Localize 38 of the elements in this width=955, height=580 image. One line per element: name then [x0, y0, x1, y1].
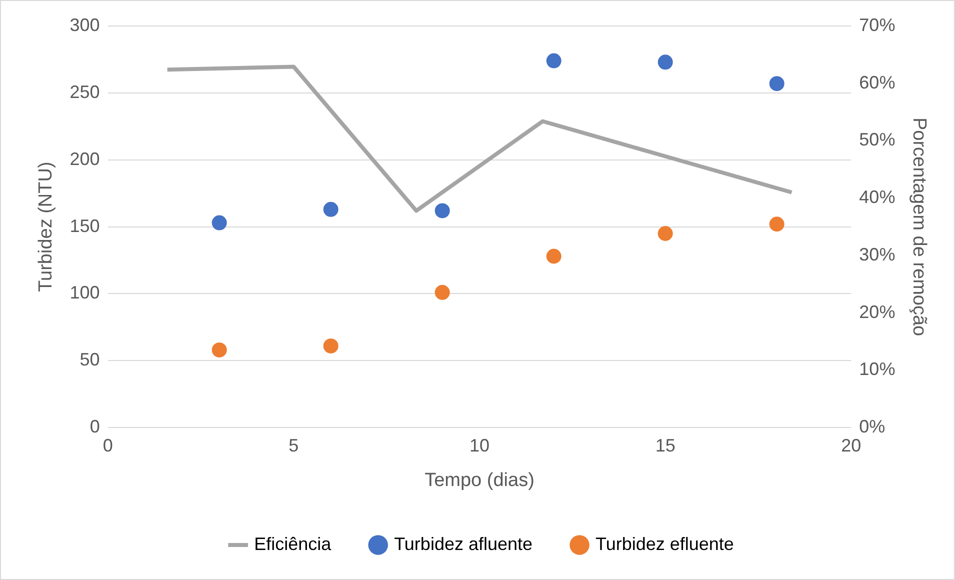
y2-axis-title: Porcentagem de remoção [908, 117, 930, 336]
point [434, 284, 450, 300]
y2-tick-label: 10% [859, 359, 896, 380]
point [769, 216, 784, 232]
point [658, 226, 673, 241]
y2-tick-label: 20% [859, 302, 896, 322]
point [323, 202, 338, 217]
x-tick-label: 20 [841, 435, 862, 456]
y-tick-label: 200 [70, 148, 100, 169]
y2-tick-label: 70% [859, 14, 896, 35]
point [434, 203, 450, 218]
point [658, 54, 673, 70]
legend-label: Turbidez efluente [596, 534, 734, 554]
y2-tick-label: 30% [859, 244, 896, 264]
y-tick-label: 50 [80, 350, 100, 370]
y-tick-label: 300 [70, 14, 100, 35]
legend-label: Eficiência [254, 534, 332, 554]
point [212, 215, 227, 230]
x-tick-label: 0 [102, 435, 113, 456]
y-tick-label: 150 [70, 216, 100, 236]
y2-tick-label: 50% [859, 130, 896, 150]
point [546, 53, 562, 68]
x-tick-label: 10 [469, 435, 490, 456]
point [769, 76, 784, 92]
point [323, 338, 338, 354]
legend-label: Turbidez afluente [394, 534, 533, 554]
point [212, 342, 227, 358]
x-tick-label: 5 [288, 435, 299, 456]
y2-tick-label: 0% [859, 416, 886, 437]
y-tick-label: 250 [70, 82, 100, 102]
y-axis-title: Turbidez (NTU) [36, 162, 57, 292]
y-tick-label: 100 [70, 282, 100, 303]
x-tick-label: 15 [655, 435, 676, 456]
x-axis-title: Tempo (dias) [424, 470, 534, 491]
y2-tick-label: 60% [859, 72, 896, 92]
y2-tick-label: 40% [859, 187, 896, 208]
y-tick-label: 0 [90, 416, 100, 437]
point [546, 248, 562, 264]
